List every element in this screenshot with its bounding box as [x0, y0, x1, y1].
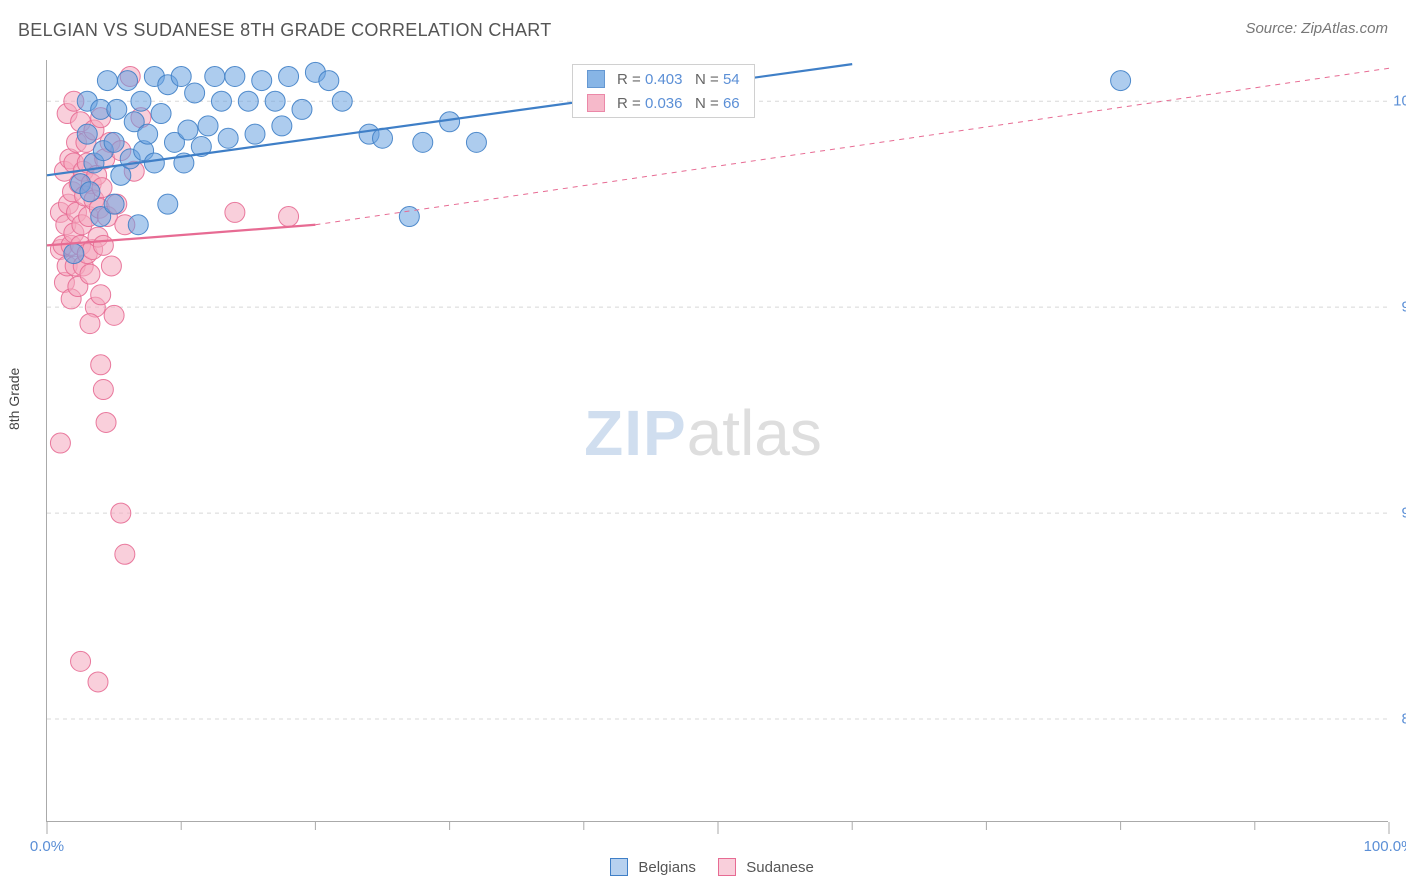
series-legend: Belgians Sudanese — [0, 858, 1406, 876]
x-tick-label: 0.0% — [30, 838, 64, 855]
y-tick-label: 90.0% — [1401, 505, 1406, 522]
chart-container: BELGIAN VS SUDANESE 8TH GRADE CORRELATIO… — [0, 0, 1406, 892]
plot-area: R = 0.403 N = 54 R = 0.036 N = 66 85.0%9… — [46, 60, 1388, 822]
y-tick-label: 95.0% — [1401, 299, 1406, 316]
legend-row-belgians: R = 0.403 N = 54 — [573, 67, 754, 91]
legend-N-label: N = — [695, 71, 719, 88]
bottom-label-belgians: Belgians — [638, 859, 696, 876]
legend-R-label: R = — [617, 95, 641, 112]
source-attribution: Source: ZipAtlas.com — [1245, 20, 1388, 37]
stats-legend: R = 0.403 N = 54 R = 0.036 N = 66 — [572, 64, 755, 118]
x-tick-label: 100.0% — [1364, 838, 1406, 855]
legend-R-value: 0.036 — [645, 95, 683, 112]
legend-R-value: 0.403 — [645, 71, 683, 88]
bottom-label-sudanese: Sudanese — [746, 859, 814, 876]
legend-R-label: R = — [617, 71, 641, 88]
y-tick-label: 100.0% — [1393, 93, 1406, 110]
bottom-swatch-belgians — [610, 858, 628, 876]
legend-N-label: N = — [695, 95, 719, 112]
plot-svg — [47, 60, 1389, 822]
legend-N-value: 66 — [723, 95, 740, 112]
legend-N-value: 54 — [723, 71, 740, 88]
y-axis-label: 8th Grade — [6, 368, 22, 430]
legend-swatch-belgians — [587, 70, 605, 88]
bottom-swatch-sudanese — [718, 858, 736, 876]
chart-title: BELGIAN VS SUDANESE 8TH GRADE CORRELATIO… — [18, 20, 552, 41]
legend-row-sudanese: R = 0.036 N = 66 — [573, 91, 754, 115]
y-tick-label: 85.0% — [1401, 711, 1406, 728]
legend-swatch-sudanese — [587, 94, 605, 112]
